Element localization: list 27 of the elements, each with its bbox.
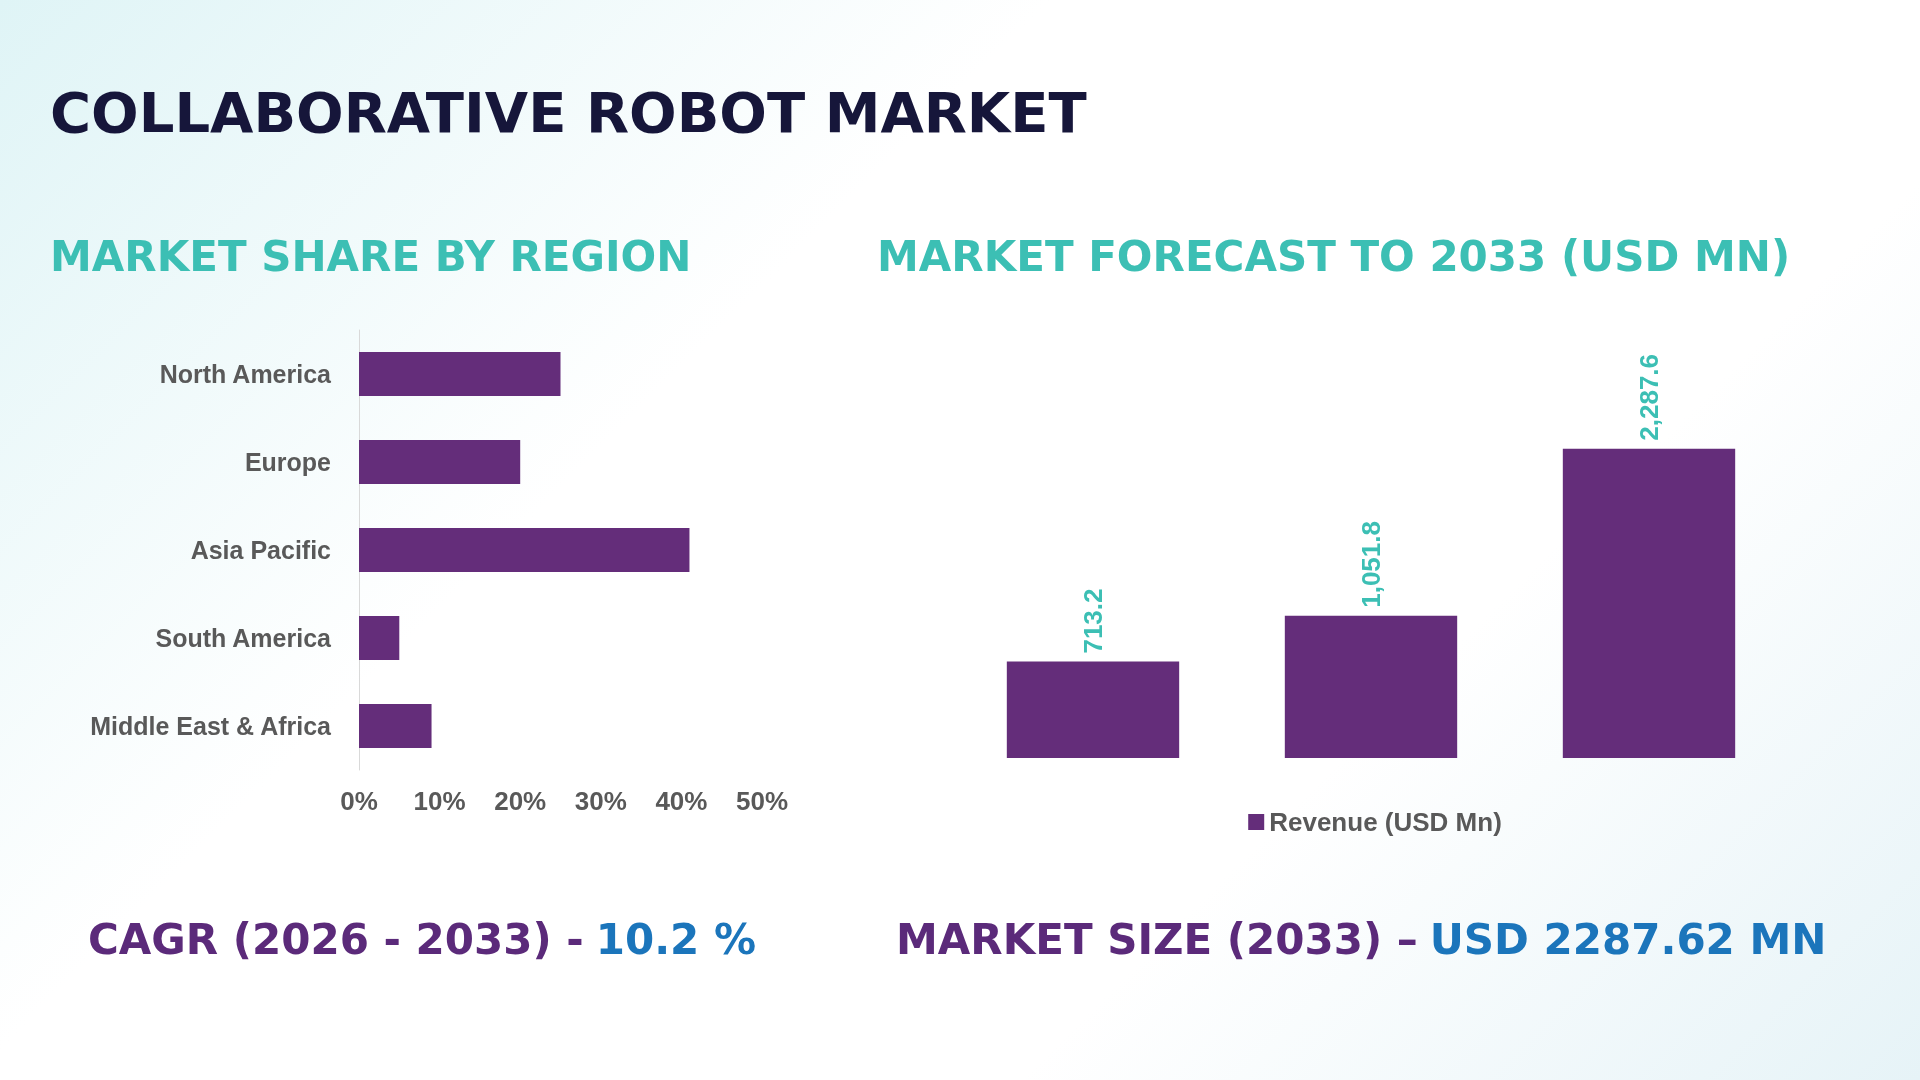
data-label: 713.2	[1078, 588, 1108, 654]
bar	[359, 440, 521, 484]
y-tick-label: South America	[155, 624, 333, 652]
text: MARKET SIZE (2033) –	[896, 915, 1418, 964]
text: 10.2 %	[595, 915, 757, 964]
chart-title: MARKET FORECAST TO 2033 (USD MN)	[877, 232, 1791, 281]
x-tick-label: 10%	[413, 786, 466, 816]
text: CAGR (2026 - 2033) -	[88, 915, 584, 964]
text: USD 2287.62 MN	[1429, 915, 1827, 964]
y-tick-label: Europe	[244, 448, 332, 476]
y-tick-label: Asia Pacific	[190, 536, 332, 564]
x-tick-label: 20%	[494, 786, 547, 816]
bar	[359, 528, 690, 572]
x-tick-label: 40%	[655, 786, 708, 816]
data-label: 1,051.8	[1356, 521, 1386, 608]
x-tick-label: 0%	[340, 786, 378, 816]
bar	[359, 704, 432, 748]
x-tick-label: 50%	[735, 786, 789, 816]
text: COLLABORATIVE ROBOT MARKET	[50, 80, 1087, 145]
y-tick-label: North America	[159, 360, 333, 388]
x-tick-label: 30%	[574, 786, 627, 816]
bar	[359, 352, 561, 396]
y-tick-label: Middle East & Africa	[90, 712, 333, 740]
chart-title: MARKET SHARE BY REGION	[50, 232, 692, 281]
bar	[359, 616, 400, 660]
data-label: 2,287.6	[1634, 353, 1664, 441]
legend-label: Revenue (USD Mn)	[1269, 807, 1502, 837]
